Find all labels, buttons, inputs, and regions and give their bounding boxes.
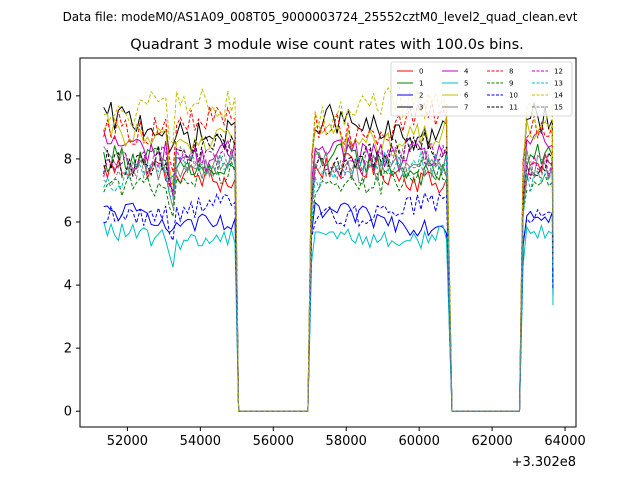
legend-label: 11: [509, 104, 518, 112]
series-line-0: [103, 152, 554, 412]
series-line-7: [103, 146, 554, 412]
y-tick-label: 8: [64, 152, 72, 167]
legend-label: 3: [419, 104, 423, 112]
legend-label: 9: [509, 80, 513, 88]
x-tick-label: 60000: [398, 434, 439, 449]
x-offset-label: +3.302e8: [512, 455, 576, 470]
series-line-10: [103, 191, 554, 412]
legend-label: 8: [509, 68, 513, 76]
y-tick-label: 4: [64, 279, 72, 294]
legend-label: 12: [554, 68, 563, 76]
legend-label: 15: [554, 104, 563, 112]
series-line-3: [103, 101, 554, 412]
series-line-4: [103, 129, 554, 412]
figure-suptitle: Data file: modeM0/AS1A09_008T05_90000037…: [63, 10, 578, 24]
legend-label: 7: [464, 104, 468, 112]
x-tick-label: 54000: [180, 434, 221, 449]
y-tick-label: 2: [64, 342, 72, 357]
axes-frame: [79, 57, 577, 428]
chart-title: Quadrant 3 module wise count rates with …: [130, 37, 524, 53]
series-line-5: [103, 221, 554, 412]
series-line-13: [103, 150, 554, 412]
legend-label: 5: [464, 80, 468, 88]
y-axis: 0 2 4 6 8 10: [55, 89, 80, 420]
legend-label: 0: [419, 68, 423, 76]
legend-label: 14: [554, 92, 563, 100]
x-tick-label: 62000: [471, 434, 512, 449]
series-line-12: [103, 137, 554, 412]
legend-box: [390, 61, 573, 117]
legend-label: 6: [464, 92, 469, 100]
legend-label: 10: [509, 92, 518, 100]
plot-lines: [103, 85, 554, 412]
legend-label: 4: [464, 68, 469, 76]
x-tick-label: 52000: [107, 434, 148, 449]
x-axis: 52000 54000 56000 58000 60000 62000 64000: [107, 427, 586, 449]
series-line-9: [103, 159, 554, 412]
series-line-8: [103, 100, 554, 412]
y-tick-label: 6: [64, 216, 72, 231]
series-line-11: [103, 131, 554, 412]
legend-label: 1: [419, 80, 423, 88]
series-line-14: [103, 85, 554, 412]
x-tick-label: 56000: [253, 434, 294, 449]
legend-label: 2: [419, 92, 423, 100]
series-line-6: [103, 113, 554, 412]
x-tick-label: 64000: [544, 434, 585, 449]
series-line-15: [103, 145, 554, 412]
y-tick-label: 10: [55, 89, 72, 104]
series-line-2: [103, 201, 554, 412]
x-tick-label: 58000: [326, 434, 367, 449]
y-tick-label: 0: [64, 405, 72, 420]
legend-label: 13: [554, 80, 563, 88]
